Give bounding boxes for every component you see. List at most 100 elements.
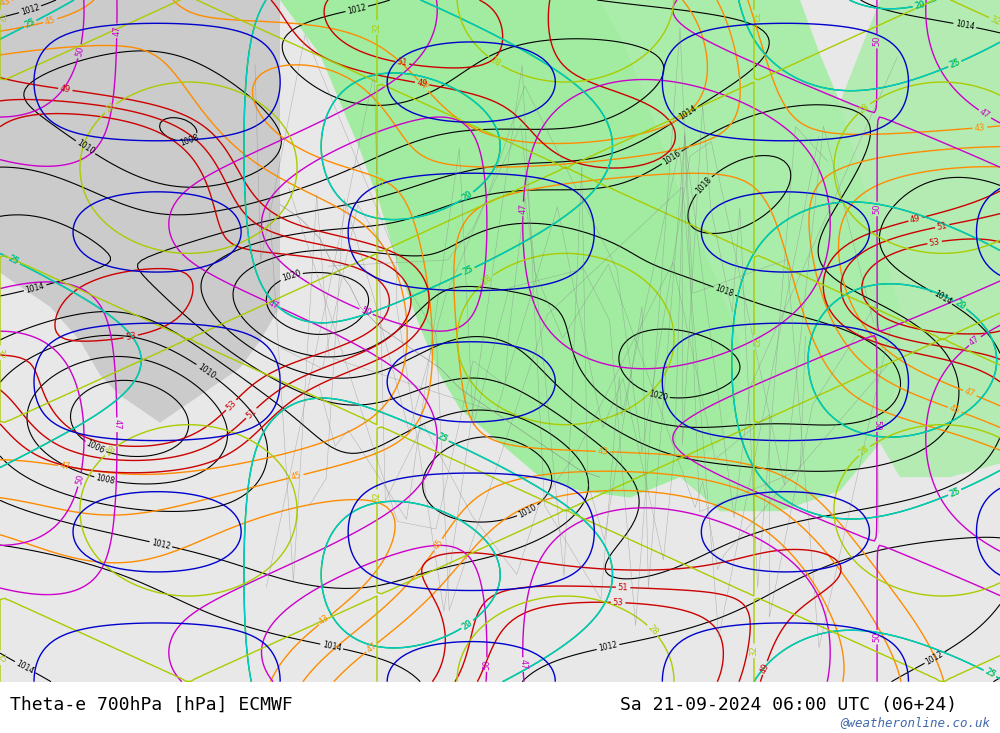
Text: 22: 22 [954, 298, 967, 312]
Text: 51: 51 [244, 406, 258, 420]
Text: 20: 20 [954, 298, 967, 312]
Text: 28: 28 [488, 55, 502, 68]
Text: 45: 45 [44, 15, 57, 26]
Text: 25: 25 [23, 18, 37, 30]
Text: 51: 51 [936, 221, 948, 232]
Text: 27: 27 [948, 58, 961, 70]
Text: 1018: 1018 [694, 175, 713, 195]
FancyBboxPatch shape [0, 0, 1000, 682]
Text: 51: 51 [396, 58, 408, 68]
Polygon shape [280, 0, 740, 498]
Text: 22: 22 [460, 190, 474, 203]
Text: 43: 43 [318, 614, 332, 627]
Text: 1010: 1010 [75, 139, 96, 156]
Text: 1018: 1018 [714, 284, 735, 299]
Text: 32: 32 [372, 22, 381, 33]
Text: 43: 43 [598, 447, 608, 456]
Text: 1014: 1014 [15, 659, 36, 676]
Text: 53: 53 [125, 331, 137, 342]
Text: 27: 27 [7, 254, 20, 267]
Text: 47: 47 [968, 334, 982, 347]
Text: 1016: 1016 [661, 149, 682, 166]
Text: 53: 53 [929, 237, 941, 248]
Text: 25: 25 [948, 486, 961, 498]
Text: 51: 51 [618, 583, 629, 592]
Text: 47: 47 [267, 298, 281, 312]
Text: 45: 45 [948, 404, 961, 416]
Text: 50: 50 [872, 419, 881, 430]
Text: 32: 32 [749, 646, 758, 656]
Text: 1014: 1014 [25, 281, 46, 295]
Text: 50: 50 [482, 659, 491, 670]
Text: 43: 43 [0, 0, 11, 8]
Polygon shape [600, 0, 900, 512]
Text: 32: 32 [372, 491, 381, 502]
Text: 45: 45 [431, 538, 445, 551]
Text: 27: 27 [23, 18, 37, 30]
Text: 47: 47 [416, 78, 430, 92]
Text: 47: 47 [978, 108, 992, 121]
Text: 32: 32 [0, 652, 5, 663]
Text: 1020: 1020 [648, 389, 669, 402]
Text: 1010: 1010 [196, 362, 216, 380]
Text: 1014: 1014 [955, 19, 975, 32]
Text: 25: 25 [948, 58, 961, 70]
Text: 47: 47 [518, 659, 528, 670]
Text: 1014: 1014 [932, 290, 953, 307]
Text: 47: 47 [963, 387, 976, 399]
Text: 49: 49 [759, 662, 771, 674]
Text: 50: 50 [74, 45, 85, 57]
Text: 1012: 1012 [598, 641, 618, 653]
Text: 1014: 1014 [321, 640, 342, 653]
Text: 43: 43 [974, 122, 986, 133]
Text: 1012: 1012 [20, 2, 41, 17]
Text: 20: 20 [460, 190, 474, 203]
Text: 45: 45 [290, 471, 303, 482]
Text: 32: 32 [372, 176, 381, 187]
Text: 25: 25 [436, 432, 449, 444]
Text: 1020: 1020 [281, 269, 302, 283]
Text: 25: 25 [983, 667, 997, 679]
Text: 1012: 1012 [150, 538, 171, 550]
Text: 47: 47 [518, 204, 528, 215]
Text: 1008: 1008 [95, 474, 116, 486]
Text: 1010: 1010 [517, 503, 538, 520]
Text: 28: 28 [104, 444, 118, 457]
Text: 22: 22 [460, 618, 474, 631]
Text: 28: 28 [646, 623, 659, 637]
Text: 50: 50 [872, 36, 881, 46]
Polygon shape [840, 0, 1000, 477]
Text: 32: 32 [0, 347, 5, 358]
Text: 28: 28 [104, 101, 118, 115]
Text: 1012: 1012 [346, 2, 367, 15]
Text: 27: 27 [461, 265, 475, 277]
Text: 1008: 1008 [178, 133, 200, 148]
Text: 49: 49 [416, 78, 428, 89]
Polygon shape [0, 0, 280, 423]
Text: 27: 27 [436, 432, 449, 444]
Text: @weatheronline.co.uk: @weatheronline.co.uk [840, 716, 990, 729]
Text: 28: 28 [857, 444, 871, 457]
Text: 32: 32 [749, 337, 758, 348]
Text: 32: 32 [989, 14, 1000, 27]
Text: 1014: 1014 [677, 104, 698, 122]
Text: 50: 50 [359, 306, 373, 318]
Text: 47: 47 [112, 26, 121, 36]
Text: 25: 25 [7, 254, 20, 267]
Text: Sa 21-09-2024 06:00 UTC (06+24): Sa 21-09-2024 06:00 UTC (06+24) [620, 696, 957, 714]
Text: 50: 50 [873, 204, 882, 214]
Text: 1006: 1006 [85, 439, 106, 456]
Text: 47: 47 [365, 641, 379, 655]
Text: 22: 22 [913, 0, 926, 11]
Text: 53: 53 [224, 398, 238, 412]
Text: 32: 32 [749, 12, 758, 23]
Text: 28: 28 [480, 273, 494, 287]
Text: 1012: 1012 [924, 649, 945, 666]
Text: 27: 27 [948, 486, 961, 498]
Text: 47: 47 [112, 419, 121, 430]
Text: 49: 49 [909, 213, 922, 225]
Text: 50: 50 [74, 474, 85, 486]
Text: 27: 27 [983, 667, 997, 680]
Text: 32: 32 [0, 12, 5, 23]
Text: 53: 53 [613, 598, 624, 607]
